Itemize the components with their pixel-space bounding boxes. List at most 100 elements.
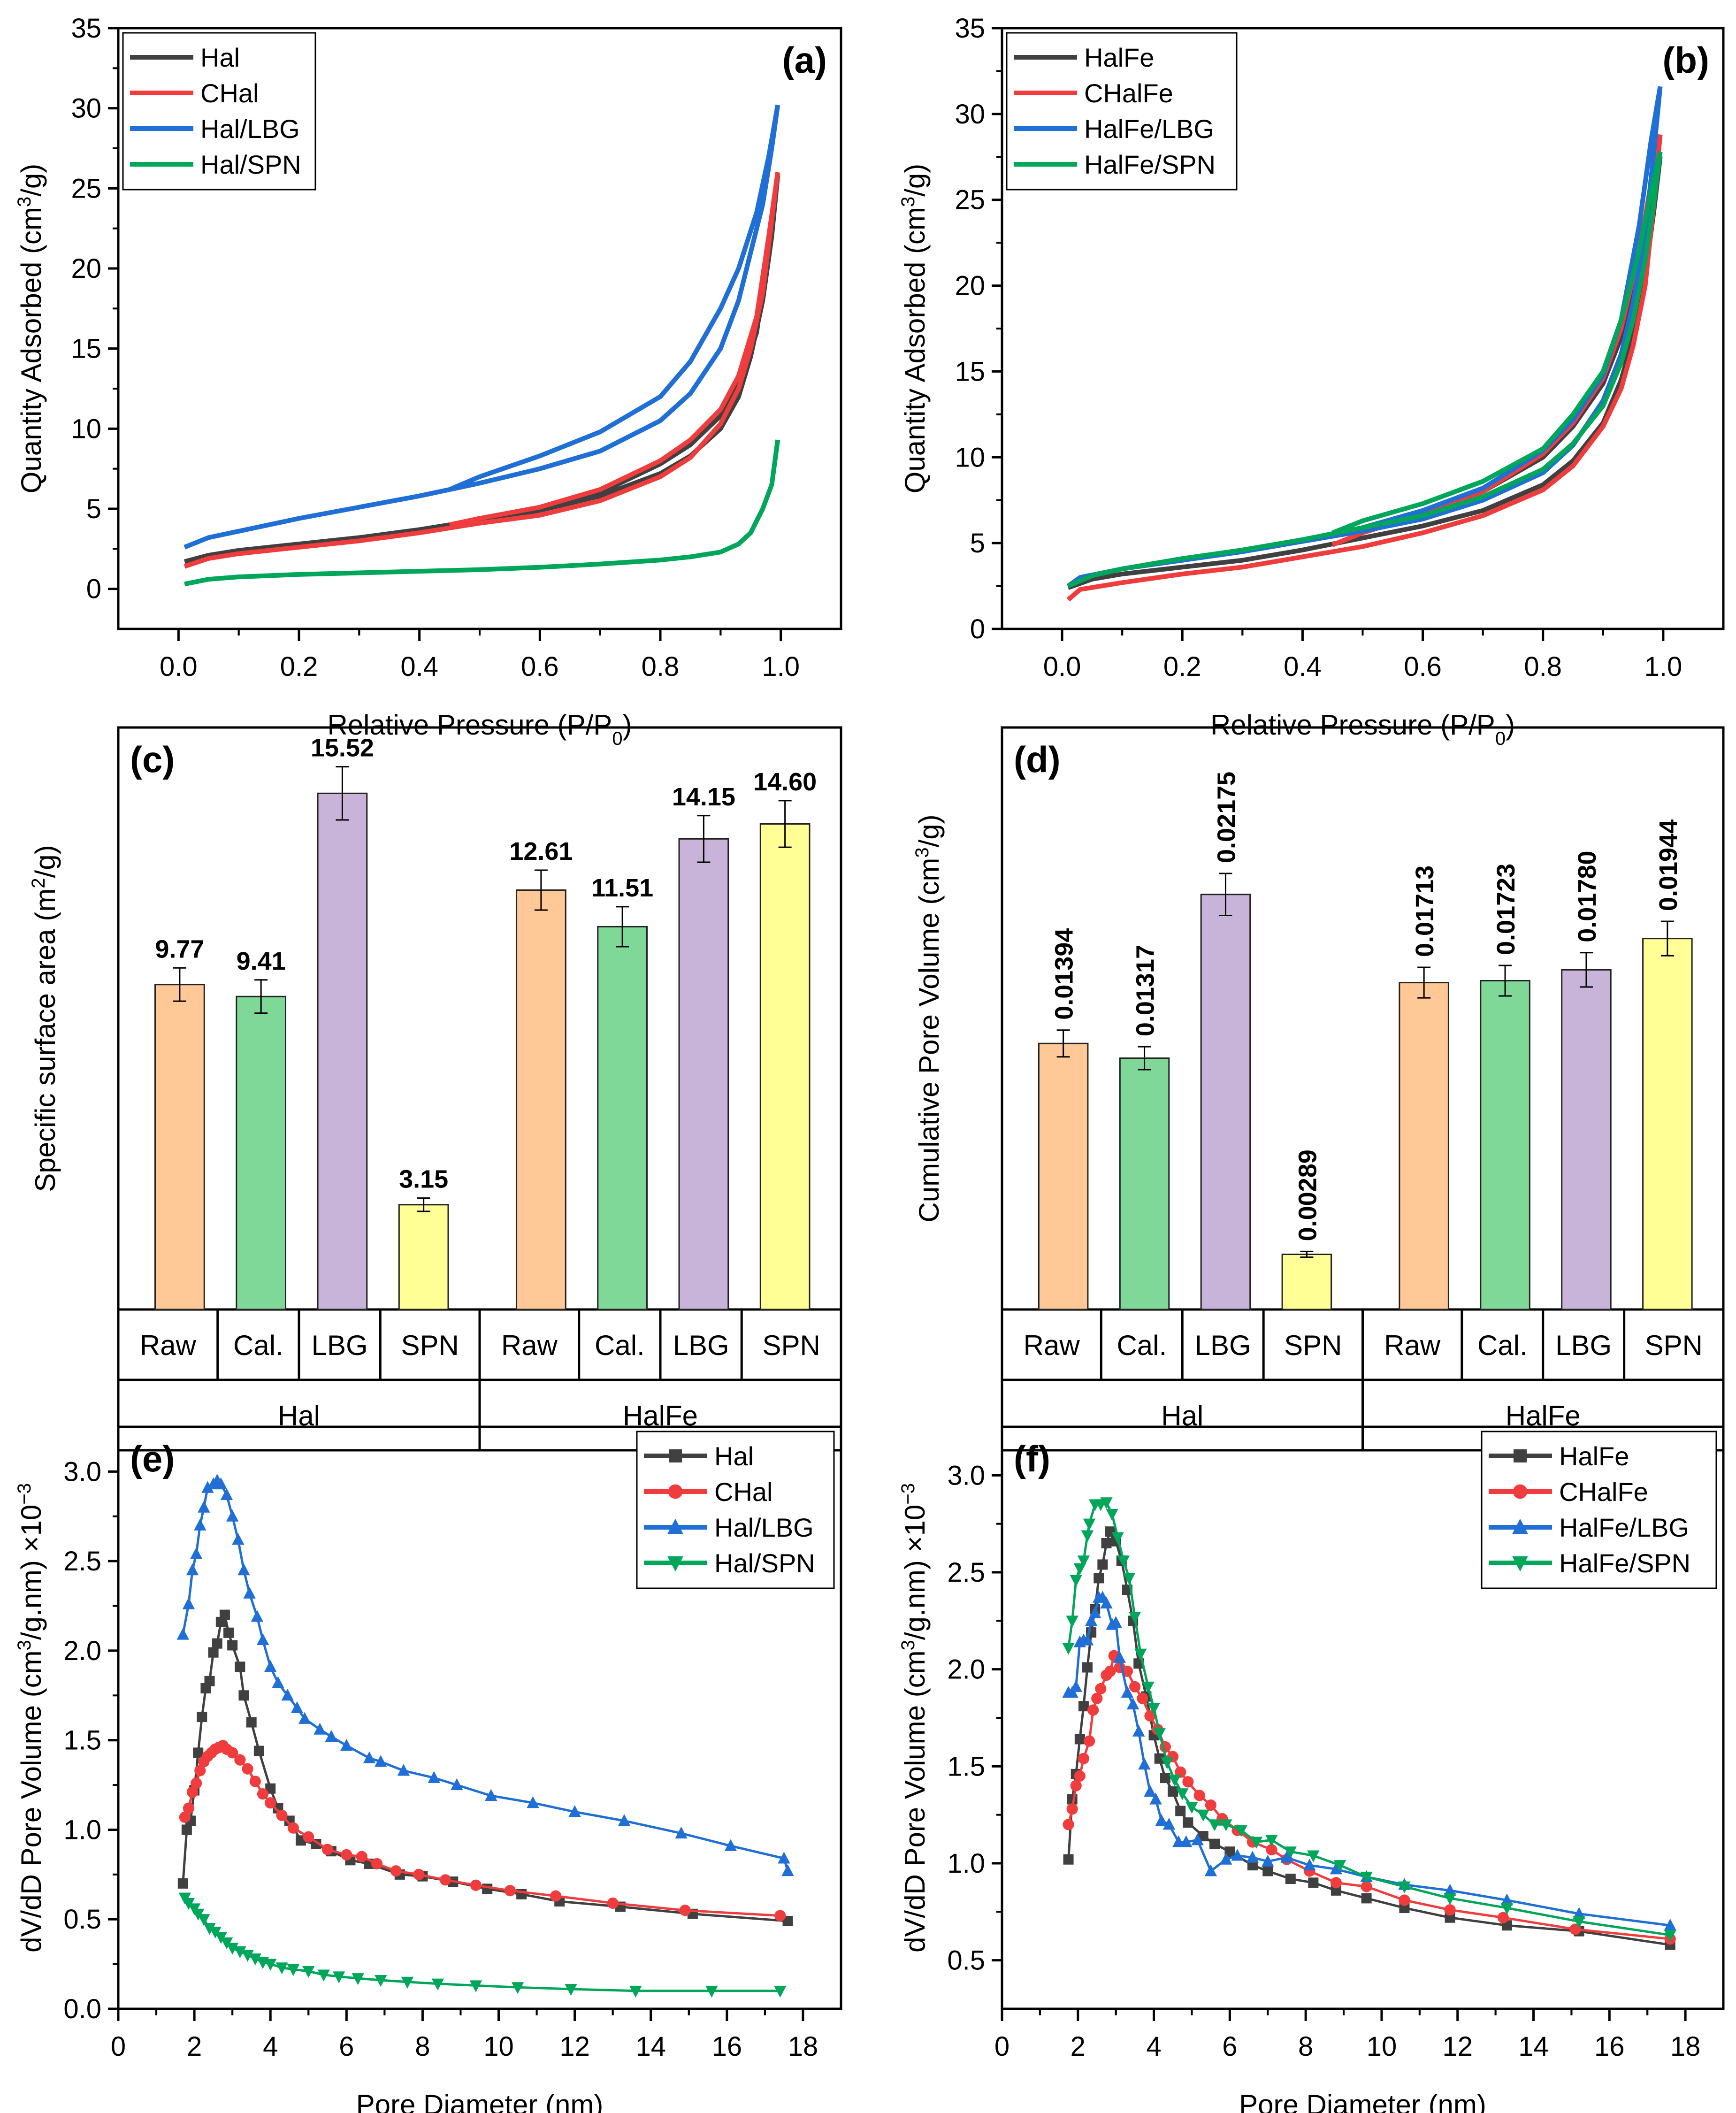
legend: Hal CHal Hal/LBG Hal/SPN [122,32,316,191]
value-label: 0.01723 [1492,864,1520,955]
y-tick-label: 2.0 [947,1654,985,1685]
y-tick-label: 10 [71,413,101,444]
legend-item: HalFe/LBG [1489,1513,1689,1542]
data-point [724,1839,737,1851]
legend-marker [1513,1484,1528,1499]
bar [1038,1042,1089,1310]
chart-a: 0.0 0.2 0.4 0.6 0.8 1.0 0 5 10 15 20 25 30 35 (a) Hal CH… [14,13,842,749]
data-point [234,1946,246,1959]
data-point [390,1865,402,1877]
data-point [1144,1784,1156,1797]
data-point [1168,1786,1178,1797]
data-point [204,1676,215,1686]
data-point [1117,1555,1130,1568]
data-point [1284,1846,1297,1859]
data-point [1095,1683,1107,1695]
data-point [223,1627,234,1638]
data-point [1497,1912,1509,1923]
legend-label: CHalFe [1559,1477,1648,1507]
x-tick-label: 2 [187,2031,202,2062]
data-point [470,1879,482,1891]
data-point [1132,1724,1145,1737]
desorption-line [1331,151,1663,535]
data-point [1063,1854,1074,1865]
bar [1200,894,1251,1310]
data-point [375,1755,387,1767]
axis-label: Quantity Adsorbed (cm3/g) [14,164,47,494]
legend-item: HalFe/LBG [1014,114,1214,144]
x-tick-label: 16 [1594,2031,1625,2062]
x-tick-label: 0.6 [521,651,559,682]
data-point [287,1964,300,1976]
data-point [193,1747,204,1758]
x-tick-label: 14 [635,2031,666,2062]
data-point [1134,1648,1147,1661]
category-label: LBG [1195,1330,1251,1361]
bar [154,984,205,1310]
y-tick-label: 30 [71,93,101,124]
y-tick-label: 2.5 [63,1546,101,1577]
x-tick-label: 0.6 [1404,651,1442,682]
data-point [618,1814,631,1826]
category-label: Cal. [595,1330,645,1361]
category-label: LBG [312,1330,368,1361]
data-point [1280,1851,1293,1863]
bar [236,995,287,1310]
value-label: 0.01780 [1573,851,1601,942]
legend-marker [1512,1556,1528,1572]
data-point [321,1844,333,1855]
value-label: 3.15 [399,1165,448,1194]
data-point [1266,1844,1277,1856]
data-point [1104,1665,1116,1677]
axis-label: Cumulative Pore Volume (cm3/g) [912,814,945,1222]
data-point [1082,1662,1093,1673]
series-hal-lbg [184,104,780,550]
value-label: 0.02175 [1212,772,1240,863]
y-tick-label: 15 [955,356,985,387]
data-point [1331,1885,1341,1896]
data-point [1162,1818,1176,1830]
data-point [1081,1633,1094,1646]
data-point [325,1730,338,1742]
data-point [1250,1837,1263,1849]
data-point [253,1746,264,1756]
data-point [1185,1802,1198,1814]
data-point [1121,1685,1134,1698]
data-point [1129,1681,1141,1692]
category-label: SPN [1284,1330,1342,1361]
data-point [1500,1903,1514,1915]
adsorption-line [184,439,780,587]
data-point [1444,1893,1456,1905]
data-point [431,1978,444,1991]
data-point [249,1953,261,1966]
data-point [1664,1929,1676,1942]
legend: Hal CHal Hal/LBG Hal/SPN [636,1431,835,1589]
data-point [197,1712,207,1723]
x-tick-label: 0.2 [280,651,318,682]
adsorption-line [1067,151,1663,589]
bar [317,792,368,1310]
x-tick-label: 0.2 [1163,651,1201,682]
data-point [527,1796,539,1808]
data-point [1308,1877,1319,1888]
desorption-line [448,104,780,492]
x-tick-label: 0.0 [160,651,198,682]
series-hal [177,1609,793,1927]
y-tick-label: 0.5 [947,1945,985,1976]
data-point [1063,1819,1074,1830]
data-point [1205,1799,1217,1811]
panel-label: (f) [1014,1438,1050,1479]
series-chal [184,172,780,569]
data-point [1303,1858,1316,1871]
legend-marker [668,1484,683,1499]
x-tick-label: 6 [1222,2031,1237,2062]
data-point [1183,1817,1193,1828]
data-point [191,1777,202,1789]
data-point [511,1982,524,1994]
x-tick-label: 0.8 [1524,651,1562,682]
legend-item: HalFe [1489,1441,1629,1471]
data-point [1247,1860,1258,1871]
axis-label: Quantity Adsorbed (cm3/g) [898,164,931,494]
legend-item: Hal [130,43,240,72]
panel-label: (c) [130,739,175,780]
